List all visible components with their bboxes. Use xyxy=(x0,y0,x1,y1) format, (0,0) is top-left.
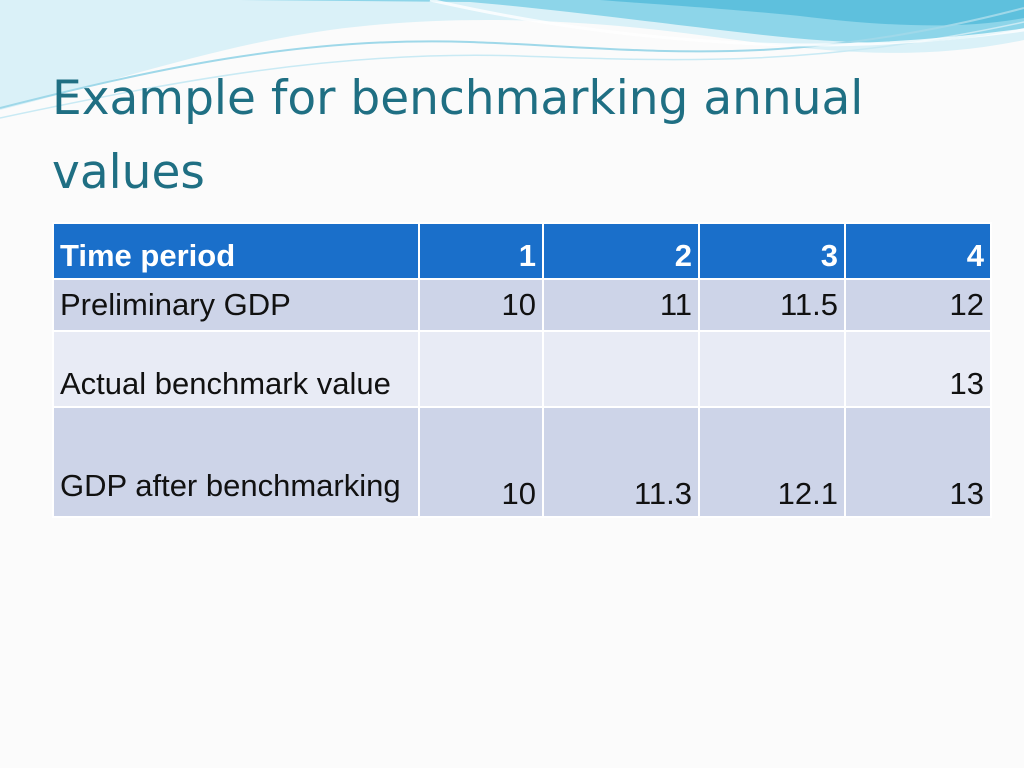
header-period-4: 4 xyxy=(844,222,992,280)
table-cell xyxy=(418,330,544,408)
table-cell: 13 xyxy=(844,330,992,408)
header-period-3: 3 xyxy=(698,222,846,280)
table-cell: 10 xyxy=(418,278,544,332)
table-row: Actual benchmark value 13 xyxy=(52,330,992,408)
table-row: GDP after benchmarking 10 11.3 12.1 13 xyxy=(52,406,992,518)
row-label: Actual benchmark value xyxy=(52,330,420,408)
header-period-1: 1 xyxy=(418,222,544,280)
table-cell: 11 xyxy=(542,278,700,332)
table-cell: 11.5 xyxy=(698,278,846,332)
table-cell: 12.1 xyxy=(698,406,846,518)
table-row: Preliminary GDP 10 11 11.5 12 xyxy=(52,278,992,332)
table-cell: 13 xyxy=(844,406,992,518)
table-cell xyxy=(542,330,700,408)
slide-title: Example for benchmarking annual values xyxy=(52,71,864,200)
table-cell xyxy=(698,330,846,408)
header-period-2: 2 xyxy=(542,222,700,280)
benchmark-table: Time period 1 2 3 4 Preliminary GDP 10 1… xyxy=(52,222,992,518)
table-cell: 11.3 xyxy=(542,406,700,518)
header-time-period: Time period xyxy=(52,222,420,280)
row-label: GDP after benchmarking xyxy=(52,406,420,518)
table-header-row: Time period 1 2 3 4 xyxy=(52,222,992,280)
row-label: Preliminary GDP xyxy=(52,278,420,332)
table-cell: 10 xyxy=(418,406,544,518)
table-cell: 12 xyxy=(844,278,992,332)
